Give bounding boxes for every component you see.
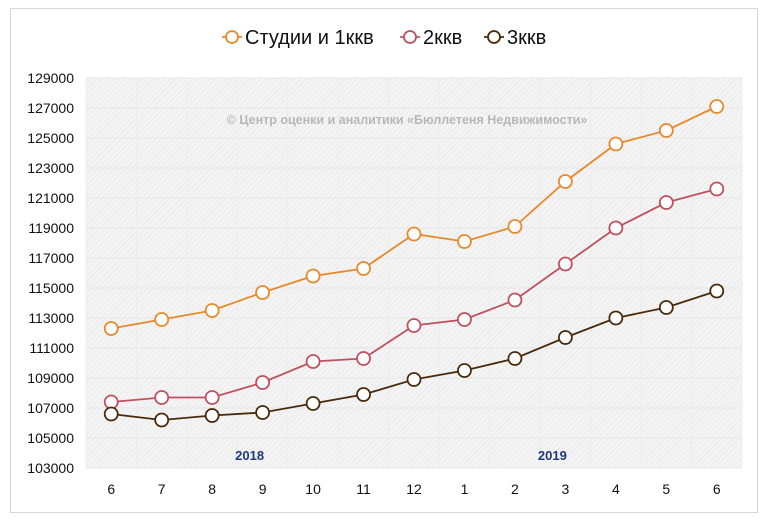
data-point [658,123,674,138]
data-point [507,219,523,234]
data-point [507,292,523,308]
y-tick-label: 127000 [27,100,74,116]
x-tick-label: 4 [612,481,620,497]
x-tick-label: 10 [305,481,321,497]
x-tick-label: 3 [561,481,569,497]
data-point [103,394,119,410]
legend-marker [225,30,239,44]
legend-marker [487,30,501,44]
data-point [658,195,674,210]
x-tick-label: 2 [511,481,519,497]
legend-label: 2ккв [423,27,462,49]
x-tick-label: 7 [158,481,166,497]
data-point [507,351,523,366]
y-tick-label: 119000 [28,220,74,236]
x-tick-label: 11 [356,481,371,497]
legend-label: 3ккв [507,27,546,49]
data-point [305,354,321,369]
data-point [305,396,321,411]
y-tick-label: 111000 [29,340,74,356]
data-point [255,375,271,390]
data-point [356,351,371,366]
data-point [608,310,624,326]
data-point [255,285,271,300]
data-point [154,412,170,428]
y-tick-label: 121000 [27,190,74,206]
y-tick-label: 105000 [27,430,74,446]
data-point [204,390,220,405]
data-point [356,387,371,402]
data-point [305,268,321,284]
data-point [457,312,472,327]
data-point [457,234,472,249]
data-point [356,261,371,276]
legend-label: Студии и 1ккв [245,27,374,49]
y-tick-label: 113000 [28,310,74,326]
data-point [406,318,422,333]
data-point [103,406,119,422]
data-point [154,390,170,405]
y-tick-label: 109000 [27,370,74,386]
x-tick-label: 12 [406,481,422,497]
data-point [709,99,725,114]
data-point [608,136,624,152]
data-point [557,330,573,345]
x-tick-label: 1 [461,481,469,497]
y-tick-label: 107000 [27,400,74,416]
x-tick-label: 6 [713,481,721,497]
y-tick-label: 103000 [27,460,74,476]
plot-area [86,78,742,468]
data-point [557,256,573,272]
data-point [103,321,119,336]
data-point [406,226,422,242]
y-tick-label: 123000 [27,160,74,176]
x-tick-label: 6 [107,481,115,497]
legend-marker [403,30,417,44]
watermark: © Центр оценки и аналитики «Бюллетеня Не… [227,113,588,127]
data-point [204,408,220,423]
data-point [709,181,725,197]
data-point [709,283,725,299]
data-point [608,220,624,236]
x-tick-label: 9 [259,481,267,497]
x-tick-label: 5 [662,481,670,497]
x-tick-label: 8 [208,481,216,497]
year-label: 2018 [235,448,264,463]
year-label: 2019 [538,448,567,463]
data-point [658,300,674,315]
data-point [557,174,573,189]
y-tick-label: 129000 [27,70,74,86]
data-point [154,312,170,327]
y-tick-label: 117000 [28,250,74,266]
data-point [457,363,472,378]
data-point [204,303,220,318]
data-point [255,405,271,420]
y-tick-label: 115000 [28,280,74,296]
data-point [406,372,422,387]
y-tick-label: 125000 [27,130,74,146]
